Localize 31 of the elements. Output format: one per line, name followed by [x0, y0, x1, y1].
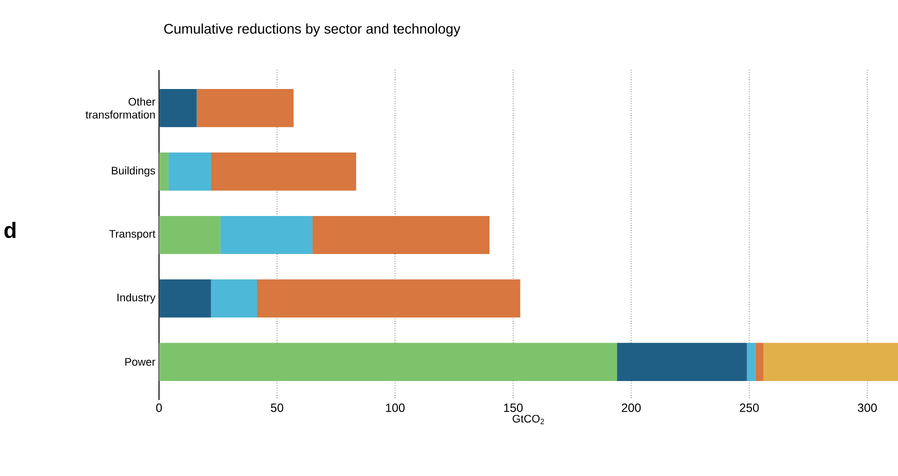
- x-tick-label: 150: [504, 404, 523, 412]
- bar: [746, 342, 756, 381]
- x-tick-label: 300: [858, 404, 877, 412]
- bar: [312, 216, 490, 254]
- x-tick-label: 200: [622, 404, 641, 412]
- bar: [168, 152, 211, 191]
- bar: [159, 279, 211, 318]
- y-tick-label: Other transformation: [86, 98, 156, 119]
- bar: [159, 152, 168, 191]
- x-tick-label: 100: [386, 404, 405, 412]
- x-tick-label: 50: [270, 404, 284, 412]
- x-tick-label: 0: [156, 404, 162, 412]
- bar: [159, 342, 618, 381]
- bar: [220, 216, 312, 254]
- x-tick-label: 250: [740, 404, 759, 412]
- bar: [617, 342, 747, 381]
- bar: [210, 152, 356, 191]
- x-axis-title: GtCO$_{2}$: [512, 414, 544, 424]
- bar: [159, 216, 220, 254]
- y-tick-label: Power: [125, 358, 156, 366]
- bar: [256, 279, 520, 318]
- y-tick-label: Industry: [118, 293, 156, 304]
- bar: [763, 342, 898, 381]
- text: d: [4, 222, 16, 238]
- bar: [159, 89, 197, 128]
- y-tick-label: Transport: [109, 230, 156, 240]
- bar: [755, 342, 764, 381]
- chart-title: Cumulative reductions by sector and technology: [164, 23, 460, 36]
- y-tick-label: Buildings: [112, 166, 156, 177]
- bar: [196, 89, 294, 128]
- bar: [210, 279, 257, 318]
